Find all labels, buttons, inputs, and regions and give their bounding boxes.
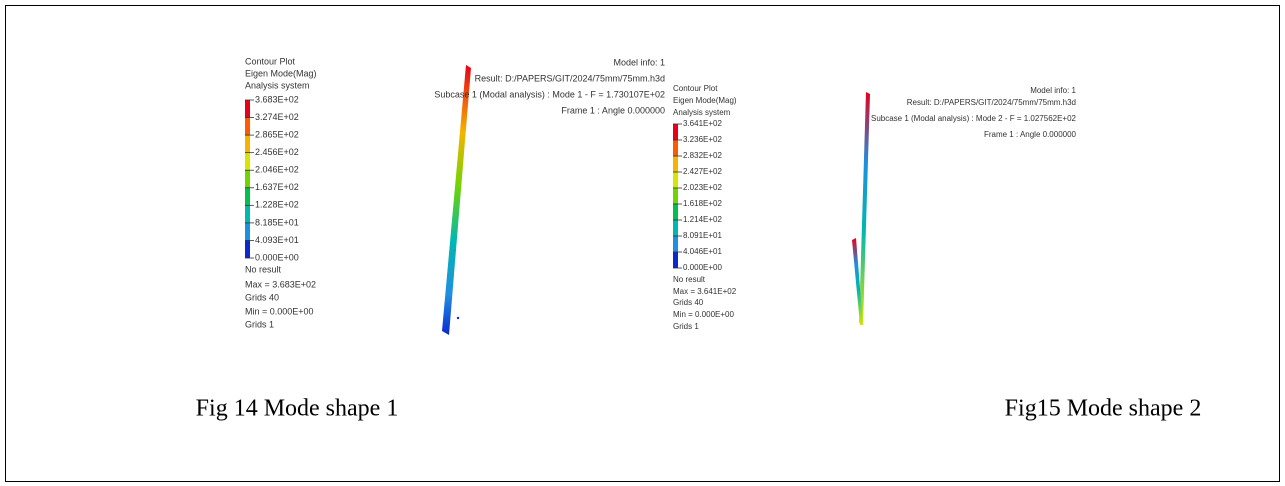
- scale-label: 2.427E+02: [683, 167, 722, 176]
- scale-label: 2.832E+02: [683, 151, 722, 160]
- legend-footer: Max = 3.641E+02: [673, 287, 737, 296]
- scale-label: 3.236E+02: [683, 135, 722, 144]
- legend-footer: Max = 3.683E+02: [245, 279, 316, 289]
- scale-label: 1.214E+02: [683, 215, 722, 224]
- model-info: Subcase 1 (Modal analysis) : Mode 2 - F …: [871, 114, 1077, 123]
- legend-title: Eigen Mode(Mag): [245, 68, 317, 78]
- scale-label: 1.618E+02: [683, 199, 722, 208]
- figure-caption: Fig15 Mode shape 2: [1005, 396, 1202, 422]
- color-band: [245, 170, 250, 188]
- legend-title: Analysis system: [245, 80, 310, 90]
- scale-label: 8.185E+01: [255, 217, 299, 227]
- color-band: [245, 118, 250, 136]
- scale-label: 1.228E+02: [255, 200, 299, 210]
- legend-footer: Min = 0.000E+00: [673, 310, 734, 319]
- scale-label: 2.023E+02: [683, 183, 722, 192]
- color-band: [673, 204, 678, 220]
- scale-label: 2.046E+02: [255, 165, 299, 175]
- legend-title: Eigen Mode(Mag): [673, 96, 737, 105]
- color-band: [245, 205, 250, 223]
- scale-label: 0.000E+00: [255, 252, 299, 262]
- color-band: [245, 223, 250, 241]
- color-band: [673, 236, 678, 252]
- node: [457, 317, 459, 319]
- scale-label: 4.046E+01: [683, 247, 722, 256]
- legend-footer: Grids 40: [673, 298, 704, 307]
- model-info: Frame 1 : Angle 0.000000: [984, 130, 1077, 139]
- scale-label: 3.274E+02: [255, 112, 299, 122]
- legend-title: Contour Plot: [673, 84, 718, 93]
- color-band: [245, 135, 250, 153]
- scale-label: 1.637E+02: [255, 182, 299, 192]
- figure-caption: Fig 14 Mode shape 1: [196, 396, 399, 422]
- legend-footer: Grids 1: [673, 322, 699, 331]
- legend-title: Analysis system: [673, 108, 731, 117]
- model-info: Result: D:/PAPERS/GIT/2024/75mm/75mm.h3d: [475, 73, 665, 83]
- color-band: [673, 156, 678, 172]
- color-band: [673, 172, 678, 188]
- legend-footer: No result: [245, 264, 282, 274]
- model-info: Result: D:/PAPERS/GIT/2024/75mm/75mm.h3d: [907, 98, 1076, 107]
- model-info: Model info: 1: [1030, 86, 1076, 95]
- model-info: Model info: 1: [613, 57, 665, 67]
- color-band: [245, 188, 250, 206]
- legend-title: Contour Plot: [245, 56, 296, 66]
- color-band: [673, 188, 678, 204]
- scale-label: 3.641E+02: [683, 119, 722, 128]
- color-band: [245, 100, 250, 118]
- color-band: [245, 240, 250, 258]
- model-info: Frame 1 : Angle 0.000000: [561, 105, 665, 115]
- scale-label: 2.865E+02: [255, 129, 299, 139]
- beam-mode-1: [442, 65, 471, 335]
- beam-mode-2: [859, 92, 870, 325]
- scale-label: 8.091E+01: [683, 231, 722, 240]
- legend-footer: Grids 1: [245, 319, 274, 329]
- scale-label: 4.093E+01: [255, 235, 299, 245]
- color-band: [245, 153, 250, 171]
- legend-footer: Grids 40: [245, 292, 279, 302]
- color-band: [673, 140, 678, 156]
- scale-label: 0.000E+00: [683, 263, 722, 272]
- color-band: [673, 252, 678, 268]
- legend-footer: No result: [673, 275, 706, 284]
- scale-label: 3.683E+02: [255, 94, 299, 104]
- color-band: [673, 220, 678, 236]
- legend-footer: Min = 0.000E+00: [245, 306, 314, 316]
- page: Contour Plot Eigen Mode(Mag) Analysis syst…: [0, 0, 1285, 486]
- model-info: Subcase 1 (Modal analysis) : Mode 1 - F …: [434, 89, 665, 99]
- color-band: [673, 124, 678, 140]
- scale-label: 2.456E+02: [255, 147, 299, 157]
